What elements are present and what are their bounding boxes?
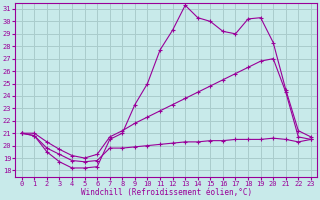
X-axis label: Windchill (Refroidissement éolien,°C): Windchill (Refroidissement éolien,°C) <box>81 188 252 197</box>
